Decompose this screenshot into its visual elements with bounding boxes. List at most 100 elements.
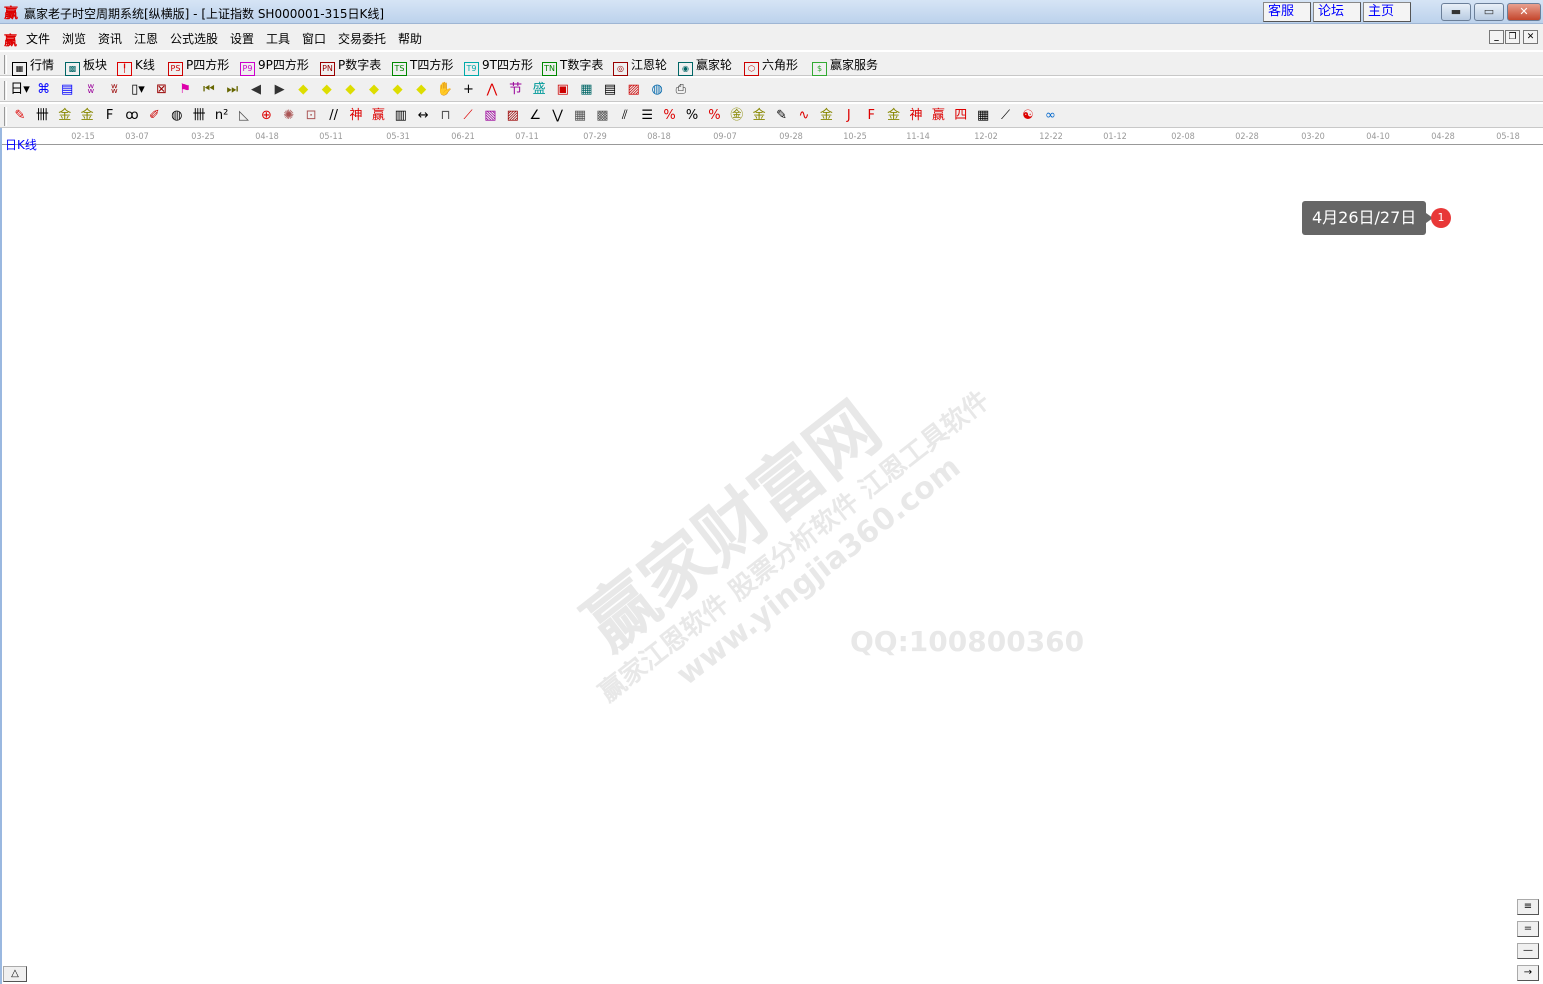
toolbar-big-wheel-button[interactable]: ◉ 赢家轮: [678, 56, 732, 76]
minimize-button[interactable]: ▬: [1441, 3, 1471, 21]
gold-red-icon[interactable]: 金: [819, 108, 833, 123]
parallel-icon[interactable]: ⫽: [621, 108, 628, 123]
flag-icon[interactable]: ⚑: [179, 82, 192, 97]
yinyang-icon[interactable]: ☯: [1022, 108, 1034, 123]
left-arrow-diamond-icon[interactable]: ◆: [298, 82, 309, 97]
toolbar-ts-button[interactable]: TS T四方形: [392, 56, 453, 76]
day-period-dropdown[interactable]: 日▾: [10, 82, 30, 97]
pen-icon[interactable]: ✎: [14, 108, 26, 123]
scroll-right-button[interactable]: →: [1517, 965, 1539, 981]
toolbar-t9-button[interactable]: T9 9T四方形: [464, 56, 533, 76]
web-icon[interactable]: ✺: [283, 108, 295, 123]
kline-chart[interactable]: 3474.883023.303286.623123.153391.033226.…: [0, 128, 1543, 984]
toolbar-hexagon-button[interactable]: ⬡ 六角形: [744, 56, 798, 76]
grid-icon[interactable]: ▦: [573, 108, 587, 123]
angle-icon[interactable]: ∠: [529, 108, 542, 123]
grid-arrow-icon[interactable]: ▩: [596, 108, 609, 123]
toolbar-dollar-button[interactable]: $ 赢家服务: [812, 56, 878, 76]
candle-type-dropdown[interactable]: ▯▾: [131, 82, 145, 97]
gold-icon[interactable]: 金: [58, 108, 72, 123]
spiral-icon[interactable]: ꝏ: [125, 108, 139, 123]
line-points-icon[interactable]: ⋀: [486, 82, 498, 97]
indicator3-icon[interactable]: ʬ: [87, 82, 95, 97]
toolbar-gann-wheel-button[interactable]: ◎ 江恩轮: [613, 56, 667, 76]
menu-6[interactable]: 工具: [266, 32, 291, 46]
notepad-icon[interactable]: ▤: [603, 82, 617, 97]
first-icon[interactable]: ⏮: [202, 82, 215, 97]
fan-icon[interactable]: ⟋: [463, 108, 473, 123]
toolbar-pn-button[interactable]: PN P数字表: [320, 56, 381, 76]
gold-fan-icon[interactable]: 金: [887, 108, 901, 123]
hash-lines-icon[interactable]: 卌: [35, 108, 49, 123]
calculator-icon[interactable]: ▦: [580, 82, 593, 97]
calendar-icon[interactable]: ▣: [556, 82, 569, 97]
shen-fan-icon[interactable]: 神: [909, 108, 923, 123]
network-icon[interactable]: ◍: [651, 82, 663, 97]
expand-v-diamond-icon[interactable]: ◆: [416, 82, 427, 97]
gold-circle-icon[interactable]: ㊎: [730, 108, 744, 123]
shrink-h-diamond-icon[interactable]: ◆: [369, 82, 379, 97]
pen-ruler-icon[interactable]: ✎: [776, 108, 788, 123]
notification-badge[interactable]: 1: [1431, 208, 1451, 228]
square-target-icon[interactable]: ⊡: [305, 108, 317, 123]
box-icon[interactable]: ⊓: [440, 108, 451, 123]
toolbar-quote-table-button[interactable]: ▦ 行情: [12, 56, 54, 76]
forum-button[interactable]: 论坛: [1313, 2, 1361, 22]
percent-red-icon[interactable]: %: [663, 108, 676, 123]
ruler-icon[interactable]: ☰: [641, 108, 654, 123]
zigzag-icon[interactable]: ⋁: [552, 108, 563, 123]
toolbar-candlestick-button[interactable]: ╿ K线: [117, 56, 155, 76]
panel-toggle-button[interactable]: △: [3, 966, 27, 982]
save-icon[interactable]: ▨: [627, 82, 640, 97]
shen-icon[interactable]: 神: [349, 108, 363, 123]
si-fan-icon[interactable]: 四: [954, 108, 968, 123]
hand-icon[interactable]: ✋: [436, 82, 453, 97]
last-icon[interactable]: ⏭: [226, 82, 239, 97]
maximize-button[interactable]: ▭: [1474, 3, 1504, 21]
flatten-button[interactable]: —: [1517, 943, 1539, 959]
next-icon[interactable]: ▶: [274, 82, 285, 97]
fold-icon[interactable]: ⊠: [156, 82, 168, 97]
expand-h-diamond-icon[interactable]: ◆: [345, 82, 356, 97]
f-lines-icon[interactable]: F: [105, 108, 114, 123]
zoom-in-button[interactable]: =: [1517, 921, 1539, 937]
print-icon[interactable]: ⎙: [675, 82, 686, 97]
close-button[interactable]: ✕: [1507, 3, 1541, 21]
menu-0[interactable]: 文件: [26, 32, 51, 46]
percent-icon[interactable]: %: [685, 108, 699, 123]
period-label[interactable]: 日K线: [5, 138, 37, 152]
chart-line-icon[interactable]: ⟋: [1001, 108, 1011, 123]
123-scale-icon[interactable]: ▥: [394, 108, 407, 123]
toolbar-ps-button[interactable]: PS P四方形: [168, 56, 229, 76]
vlines-icon[interactable]: 卌: [192, 108, 206, 123]
zoom-out-button[interactable]: ≡: [1517, 899, 1539, 915]
toolbar-tn-button[interactable]: TN T数字表: [542, 56, 603, 76]
homepage-button[interactable]: 主页: [1363, 2, 1411, 22]
wave-icon[interactable]: ∿: [798, 108, 810, 123]
fan-box2-icon[interactable]: ▨: [506, 108, 519, 123]
jie-icon[interactable]: 节: [509, 82, 523, 97]
menu-8[interactable]: 交易委托: [338, 32, 387, 46]
menu-9[interactable]: 帮助: [398, 32, 423, 46]
menu-1[interactable]: 浏览: [62, 32, 87, 46]
triangle-icon[interactable]: ◺: [239, 108, 249, 123]
f-fan-icon[interactable]: F: [867, 108, 875, 123]
toolbar-p9-button[interactable]: P9 9P四方形: [240, 56, 309, 76]
expand-all-diamond-icon[interactable]: ◆: [392, 82, 403, 97]
marker-icon[interactable]: ✐: [148, 108, 160, 123]
toolbar-sector-grid-button[interactable]: ▩ 板块: [65, 56, 107, 76]
ying-fan-icon[interactable]: 赢: [931, 108, 945, 123]
menu-7[interactable]: 窗口: [302, 32, 327, 46]
target-icon[interactable]: ⊕: [260, 108, 272, 123]
crosshair-icon[interactable]: +: [462, 82, 474, 97]
percent-lines-icon[interactable]: %: [708, 108, 721, 123]
gold2-icon[interactable]: 金: [80, 108, 94, 123]
menu-3[interactable]: 江恩: [134, 32, 159, 46]
mdi-minimize-button[interactable]: _: [1489, 30, 1504, 44]
measure-icon[interactable]: ↔: [417, 108, 429, 123]
ying-icon[interactable]: 赢: [371, 108, 385, 123]
menu-4[interactable]: 公式选股: [170, 32, 219, 46]
customer-service-button[interactable]: 客服: [1263, 2, 1311, 22]
note-icon[interactable]: ▤: [61, 82, 74, 97]
chart-style-icon[interactable]: ⌘: [37, 82, 51, 97]
